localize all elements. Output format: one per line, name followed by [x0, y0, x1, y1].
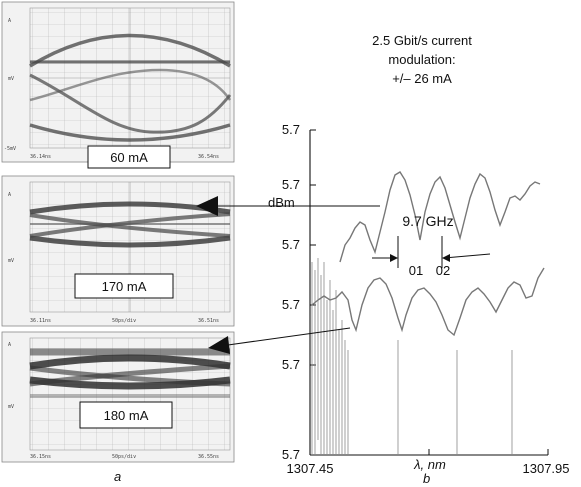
eye-diagram-180ma: A mV 36.15ns 50ps/div 36.55ns 180 mA — [1, 331, 235, 463]
spectrum-trace-lower — [311, 267, 545, 337]
scope2-right-small: 36.51ns — [198, 318, 219, 324]
x-axis-label: λ, nm — [413, 457, 446, 472]
arrow-head-icon — [208, 336, 230, 354]
current-label-170ma: 170 mA — [102, 279, 147, 294]
y-tick-labels: 5.7 5.7 5.7 5.7 5.7 5.7 — [282, 122, 300, 462]
spectrum-title-line-2: modulation: — [388, 52, 455, 67]
arrow-head-icon — [196, 196, 218, 216]
svg-text:mV: mV — [8, 404, 14, 410]
spectrum-title-line-1: 2.5 Gbit/s current — [372, 33, 472, 48]
svg-text:mV: mV — [8, 76, 14, 82]
annotation-02: 02 — [436, 263, 450, 278]
scope2-left-bottom: 36.11ns — [30, 318, 51, 324]
scope2-mid-small: 50ps/div — [112, 318, 136, 324]
y-axis-label: dBm — [268, 195, 295, 210]
connector-arrows — [196, 196, 380, 354]
annotation-01: 01 — [409, 263, 423, 278]
current-label-180ma: 180 mA — [104, 408, 149, 423]
svg-text:A: A — [8, 18, 11, 24]
annotation-freq: 9.7 GHz — [402, 213, 453, 229]
scope3-right-small: 36.55ns — [198, 454, 219, 460]
x-tick-label: 1307.45 — [287, 461, 334, 476]
eye-diagram-60ma: A mV -5mV 36.14ns 36.54ns 60 mA — [1, 1, 235, 169]
scope3-left-bottom: 36.15ns — [30, 454, 51, 460]
svg-text:A: A — [8, 342, 11, 348]
spectrum-title-line-3: +/– 26 mA — [392, 71, 452, 86]
x-tick-labels: 1307.45 1307.95 — [287, 461, 570, 476]
spectrum-axes — [309, 129, 549, 456]
x-tick-label: 1307.95 — [523, 461, 570, 476]
y-tick-label: 5.7 — [282, 177, 300, 192]
y-tick-label: 5.7 — [282, 297, 300, 312]
spectrum-title: 2.5 Gbit/s current modulation: +/– 26 mA — [372, 33, 472, 86]
panel-label-b: b — [423, 471, 430, 486]
scope3-mid-small: 50ps/div — [112, 454, 136, 460]
panel-label-a: a — [114, 469, 121, 484]
scope1-left-bottom: 36.14ns — [30, 154, 51, 160]
eye-diagram-170ma: A mV 36.11ns 50ps/div 36.51ns 170 mA — [1, 175, 235, 327]
svg-text:A: A — [8, 192, 11, 198]
spectrum-noise — [311, 258, 513, 455]
scope1-left-small: -5mV — [4, 146, 16, 152]
y-tick-label: 5.7 — [282, 122, 300, 137]
y-tick-label: 5.7 — [282, 237, 300, 252]
y-tick-label: 5.7 — [282, 447, 300, 462]
spacing-annotation: 9.7 GHz 01 02 — [372, 213, 491, 278]
scope1-right-small: 36.54ns — [198, 154, 219, 160]
y-tick-label: 5.7 — [282, 357, 300, 372]
current-label-60ma: 60 mA — [110, 150, 148, 165]
spectrum-trace-upper — [339, 171, 541, 263]
svg-text:mV: mV — [8, 258, 14, 264]
